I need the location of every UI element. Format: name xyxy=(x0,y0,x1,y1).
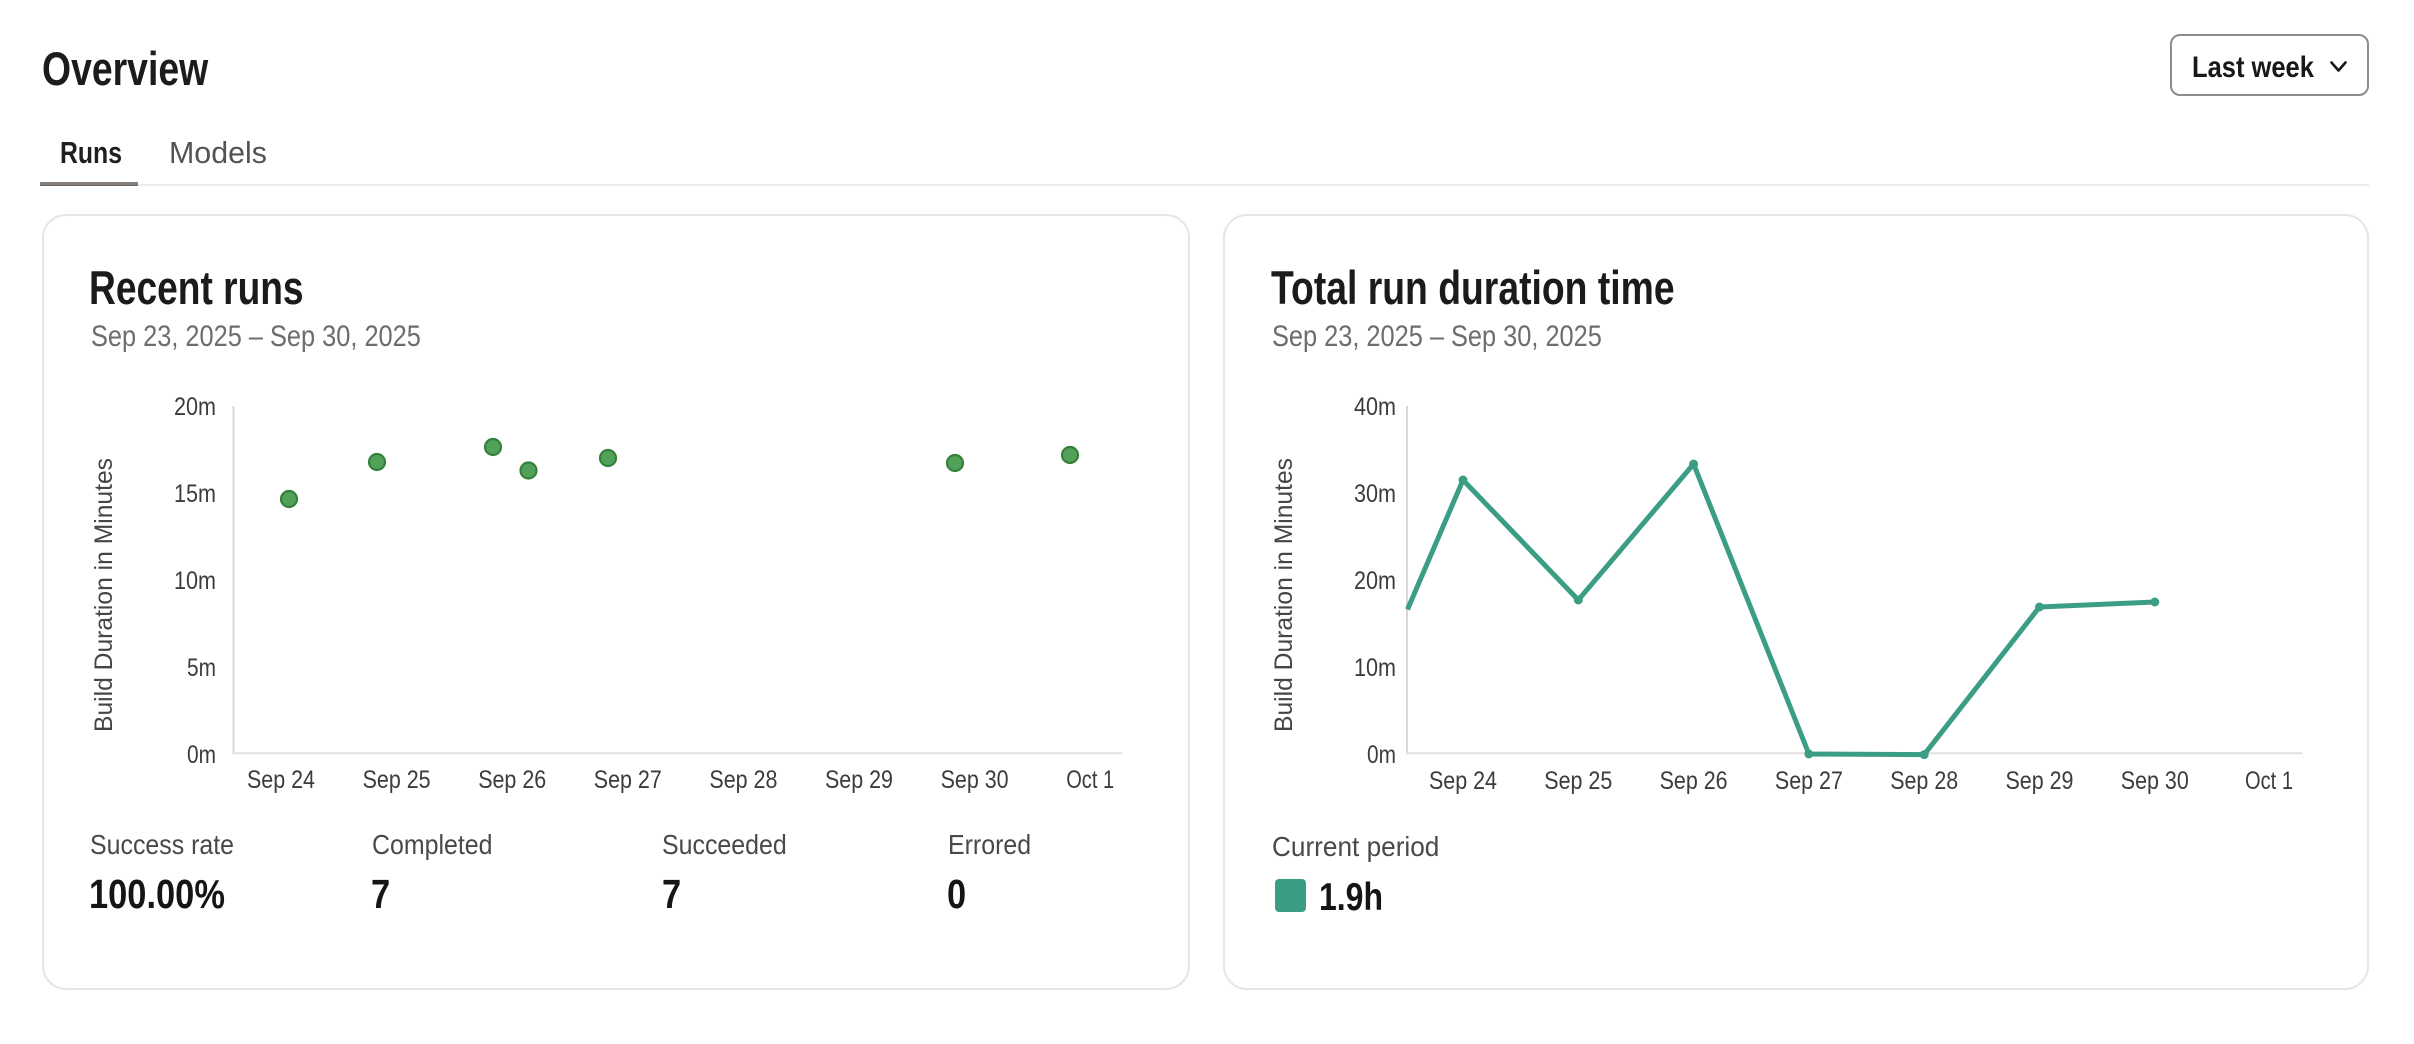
svg-text:Sep 28: Sep 28 xyxy=(1890,767,1958,795)
svg-text:10m: 10m xyxy=(174,567,216,595)
svg-text:Sep 25: Sep 25 xyxy=(1544,767,1612,795)
svg-text:Oct 1: Oct 1 xyxy=(2245,767,2293,795)
svg-text:Sep 27: Sep 27 xyxy=(1775,767,1843,795)
svg-text:Build Duration in Minutes: Build Duration in Minutes xyxy=(90,458,118,732)
svg-text:Sep 27: Sep 27 xyxy=(594,766,662,794)
svg-text:Sep 29: Sep 29 xyxy=(2006,767,2074,795)
svg-text:Sep 25: Sep 25 xyxy=(363,766,431,794)
svg-text:Oct 1: Oct 1 xyxy=(1066,766,1114,794)
svg-text:20m: 20m xyxy=(1354,567,1396,595)
svg-text:10m: 10m xyxy=(1354,654,1396,682)
svg-text:Sep 30: Sep 30 xyxy=(2121,767,2189,795)
svg-text:Sep 28: Sep 28 xyxy=(709,766,777,794)
svg-text:5m: 5m xyxy=(187,654,216,682)
svg-text:20m: 20m xyxy=(174,393,216,421)
svg-text:0m: 0m xyxy=(1367,741,1396,769)
svg-text:Sep 29: Sep 29 xyxy=(825,766,893,794)
svg-text:30m: 30m xyxy=(1354,480,1396,508)
svg-text:Sep 24: Sep 24 xyxy=(1429,767,1497,795)
svg-text:Sep 26: Sep 26 xyxy=(1660,767,1728,795)
svg-text:Sep 30: Sep 30 xyxy=(941,766,1009,794)
svg-text:0m: 0m xyxy=(187,741,216,769)
svg-text:40m: 40m xyxy=(1354,393,1396,421)
svg-text:Build Duration in Minutes: Build Duration in Minutes xyxy=(1270,458,1298,732)
svg-text:Sep 26: Sep 26 xyxy=(478,766,546,794)
svg-text:Sep 24: Sep 24 xyxy=(247,766,315,794)
svg-text:15m: 15m xyxy=(174,480,216,508)
